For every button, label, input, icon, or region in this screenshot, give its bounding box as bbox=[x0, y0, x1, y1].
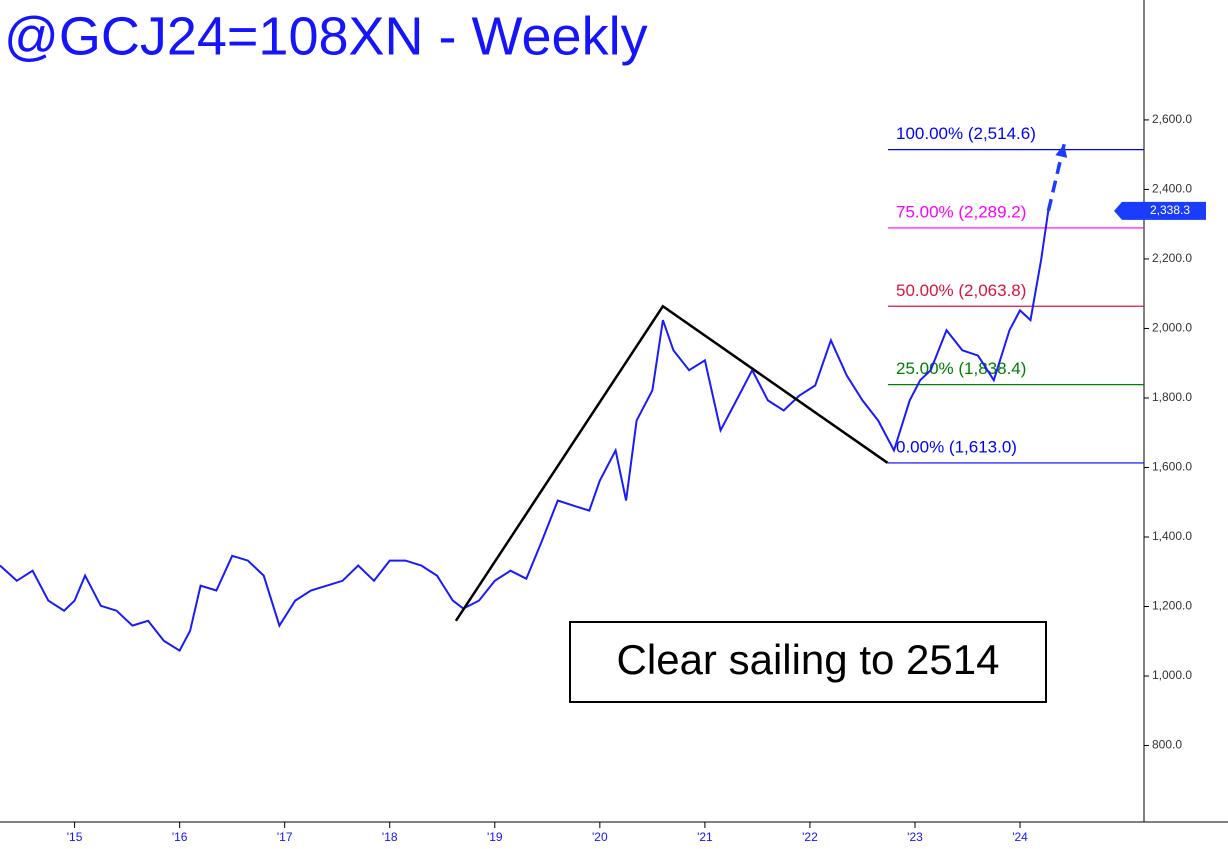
price-line bbox=[0, 209, 1050, 653]
annotation: Clear sailing to 2514 bbox=[617, 636, 1000, 683]
x-tick-label: '16 bbox=[172, 830, 188, 844]
fib-label: 50.00% (2,063.8) bbox=[896, 281, 1026, 300]
y-tick-label: 800.0 bbox=[1152, 738, 1182, 752]
x-tick-label: '18 bbox=[382, 830, 398, 844]
y-tick-label: 1,800.0 bbox=[1152, 390, 1192, 404]
fib-label: 25.00% (1,838.4) bbox=[896, 359, 1026, 378]
y-tick-label: 1,600.0 bbox=[1152, 460, 1192, 474]
x-tick-label: '20 bbox=[592, 830, 608, 844]
y-tick-label: 1,400.0 bbox=[1152, 529, 1192, 543]
arrow-head bbox=[1055, 144, 1068, 158]
x-tick-label: '23 bbox=[907, 830, 923, 844]
y-tick-label: 2,600.0 bbox=[1152, 112, 1192, 126]
annotation-box bbox=[569, 621, 1047, 703]
pattern-line bbox=[454, 304, 889, 622]
y-tick-label: 2,400.0 bbox=[1152, 182, 1192, 196]
x-tick-label: '21 bbox=[697, 830, 713, 844]
fib-label: 0.00% (1,613.0) bbox=[896, 437, 1017, 456]
x-tick-label: '17 bbox=[277, 830, 293, 844]
chart-title: @GCJ24=108XN - Weekly bbox=[4, 6, 648, 66]
x-tick-label: '15 bbox=[67, 830, 83, 844]
x-tick-label: '24 bbox=[1012, 830, 1028, 844]
fib-label: 100.00% (2,514.6) bbox=[896, 124, 1036, 143]
y-tick-label: 1,200.0 bbox=[1152, 599, 1192, 613]
y-tick-label: 2,000.0 bbox=[1152, 321, 1192, 335]
y-tick-label: 2,200.0 bbox=[1152, 251, 1192, 265]
x-tick-label: '19 bbox=[487, 830, 503, 844]
last-price-label: 2,338.3 bbox=[1150, 203, 1190, 217]
fib-label: 75.00% (2,289.2) bbox=[896, 202, 1026, 221]
x-tick-label: '22 bbox=[802, 830, 818, 844]
y-tick-label: 1,000.0 bbox=[1152, 668, 1192, 682]
last-price-tag bbox=[1114, 201, 1206, 220]
